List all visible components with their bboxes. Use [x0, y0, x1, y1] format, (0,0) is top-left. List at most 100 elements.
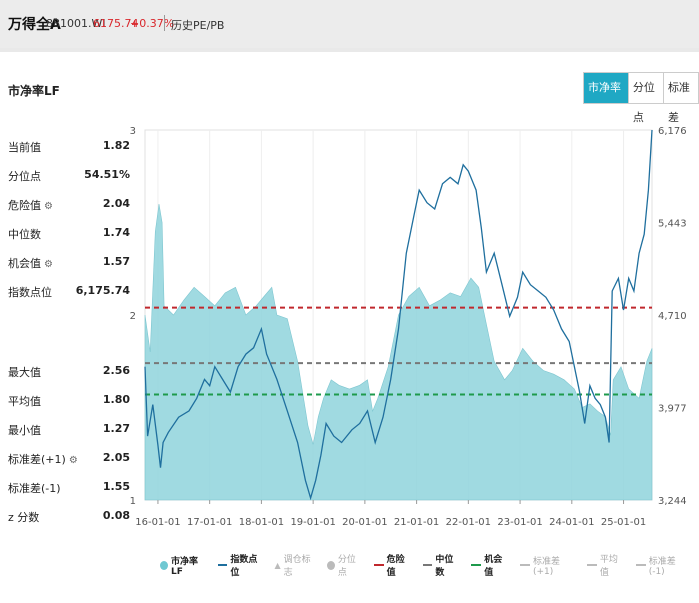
x-axis-tick: 17-01-01 [187, 517, 232, 528]
gear-icon[interactable]: ⚙ [68, 455, 78, 466]
stat-label: 最小值 [8, 422, 41, 438]
pb-area-series [144, 203, 653, 501]
chart-legend: 市净率LF 指数点位 ▲ 调仓标志 分位点 危险值 中位数 机会值 标准差(+1) 平均值 标准差(… [160, 555, 699, 578]
x-axis-tick: 19-01-01 [290, 517, 335, 528]
stat-value: 0.08 [102, 509, 130, 522]
x-axis-tick: 20-01-01 [342, 517, 387, 528]
stat-label-text: z 分数 [8, 511, 40, 524]
gear-icon[interactable]: ⚙ [44, 201, 53, 212]
legend-item[interactable]: 标准差(+1) [520, 557, 575, 577]
triangle-icon: ▲ [274, 560, 281, 570]
x-axis-tick: 23-01-01 [497, 517, 542, 528]
right-axis-tick: 5,443 [658, 219, 687, 230]
stat-row: 中位数 1.74 [8, 226, 130, 255]
stat-value: 2.04 [102, 197, 130, 210]
legend-label: 标准差(+1) [532, 556, 560, 577]
right-axis-tick: 6,176 [658, 126, 687, 137]
stat-value: 1.57 [102, 255, 130, 268]
stat-label-text: 中位数 [8, 228, 41, 241]
stat-value: 1.82 [102, 139, 130, 152]
x-axis-tick: 16-01-01 [135, 517, 180, 528]
stats-bottom: 最大值 2.56 平均值 1.80 最小值 1.27 标准差(+1) ⚙ 2.05 标准差(-1)… [8, 364, 130, 538]
legend-label: 标准差(-1) [648, 556, 676, 577]
stat-label-text: 平均值 [8, 395, 41, 408]
panel-title: 市净率LF [8, 84, 60, 98]
stats-top: 当前值 1.82 分位点 54.51% 危险值 ⚙ 2.04 中位数 1.74 机会值 ⚙ 1.57 指… [8, 139, 130, 313]
index-price: 6175.74 [93, 17, 139, 30]
legend-label: 指数点位 [230, 555, 258, 578]
stat-row: 最小值 1.27 [8, 422, 130, 451]
stat-label-text: 危险值 [8, 199, 41, 212]
x-axis-tick: 18-01-01 [239, 517, 284, 528]
stat-label: 当前值 [8, 139, 41, 155]
dash-line-icon [587, 564, 597, 566]
legend-item[interactable]: 市净率LF [160, 557, 206, 577]
tab-pb-lf[interactable]: 市净率LF [584, 73, 628, 124]
stat-value: 1.55 [102, 480, 130, 493]
legend-item[interactable]: 危险值 [373, 555, 411, 578]
stat-value: 1.74 [102, 226, 130, 239]
line-icon [217, 564, 228, 566]
legend-item[interactable]: 指数点位 [217, 555, 263, 578]
stat-label-text: 最小值 [8, 424, 41, 437]
stat-label-text: 标准差(+1) [8, 453, 66, 466]
x-axis-tick: 22-01-01 [446, 517, 491, 528]
stat-row: 机会值 ⚙ 1.57 [8, 255, 130, 284]
dash-line-icon [520, 564, 530, 566]
stat-row: 标准差(-1) 1.55 [8, 480, 130, 509]
stat-label: 标准差(-1) [8, 480, 61, 496]
stat-row: 平均值 1.80 [8, 393, 130, 422]
legend-label: 中位数 [435, 555, 454, 578]
tab-std-dev[interactable]: 标准差 [662, 73, 698, 124]
stat-label: 分位点 [8, 168, 41, 184]
legend-label: 调仓标志 [283, 555, 311, 578]
stat-row: 最大值 2.56 [8, 364, 130, 393]
dash-line-icon [373, 564, 384, 566]
legend-item[interactable]: ▲ 调仓标志 [274, 555, 314, 578]
stat-label: 指数点位 [8, 284, 52, 300]
gear-icon[interactable]: ⚙ [44, 259, 53, 270]
stat-label-text: 标准差(-1) [8, 482, 61, 495]
divider [164, 15, 165, 31]
stat-label-text: 当前值 [8, 141, 41, 154]
x-axis-tick: 24-01-01 [549, 517, 594, 528]
stat-label: 平均值 [8, 393, 41, 409]
left-axis-tick: 2 [130, 311, 136, 322]
index-line-series [144, 129, 653, 501]
tab-percentile[interactable]: 分位点 [627, 73, 663, 124]
stat-label: 危险值 ⚙ [8, 197, 53, 213]
legend-item[interactable]: 机会值 [471, 555, 508, 578]
legend-item[interactable]: 分位点 [326, 555, 362, 578]
right-axis-tick: 3,244 [658, 496, 687, 507]
dot-icon [326, 560, 335, 570]
history-pe-pb-link[interactable]: 历史PE/PB [171, 19, 225, 32]
legend-item[interactable]: 中位数 [422, 555, 460, 578]
index-change: +0.37% [130, 17, 175, 30]
index-code: 881001.WI [46, 17, 106, 30]
stat-label: 机会值 ⚙ [8, 255, 53, 271]
metric-tabs: 市净率LF 分位点 标准差 [583, 72, 699, 124]
stat-label-text: 指数点位 [8, 286, 52, 299]
legend-label: 机会值 [484, 555, 503, 578]
legend-item[interactable]: 标准差(-1) [635, 557, 687, 577]
stat-value: 2.05 [102, 451, 130, 464]
stat-label: 标准差(+1) ⚙ [8, 451, 78, 467]
left-axis-tick: 1 [130, 496, 136, 507]
stat-value: 54.51% [84, 168, 130, 181]
stat-value: 2.56 [102, 364, 130, 377]
stat-label-text: 分位点 [8, 170, 41, 183]
dash-line-icon [422, 564, 433, 566]
stat-label: z 分数 [8, 509, 39, 525]
stat-value: 1.27 [102, 422, 130, 435]
top-bar: 万得全A 881001.WI 6175.74 +0.37% 历史PE/PB [0, 0, 699, 48]
stat-value: 6,175.74 [75, 284, 130, 297]
x-axis-tick: 25-01-01 [601, 517, 646, 528]
legend-label: 分位点 [337, 555, 356, 578]
stat-row: 指数点位 6,175.74 [8, 284, 130, 313]
stat-label: 最大值 [8, 364, 41, 380]
legend-item[interactable]: 平均值 [587, 555, 624, 578]
stat-row: 当前值 1.82 [8, 139, 130, 168]
stat-label-text: 机会值 [8, 257, 41, 270]
stat-label-text: 最大值 [8, 366, 41, 379]
